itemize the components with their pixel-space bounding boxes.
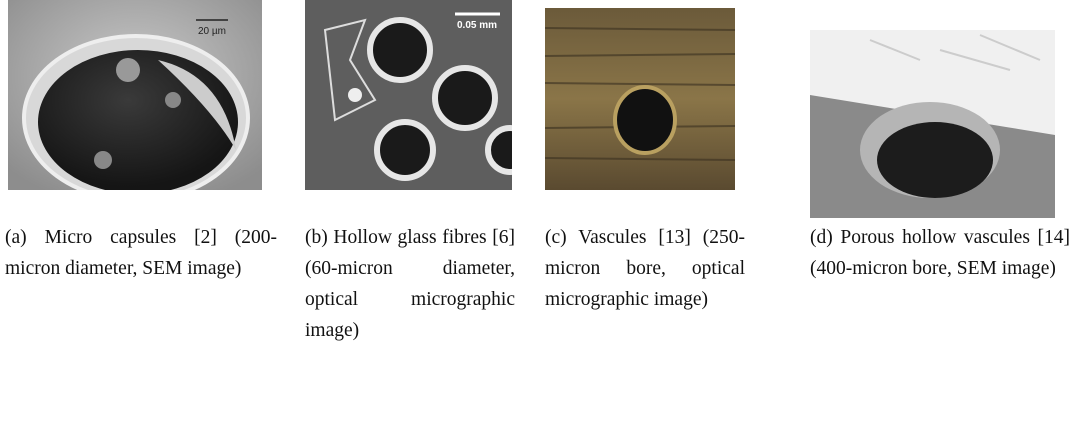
caption-text: Porous hollow vascules [14] (400-micron … [810, 227, 1070, 279]
caption-text: Micro capsules [2] (200-micron diameter,… [5, 227, 277, 279]
caption: (b) Hollow glass fibres [6] (60-micron d… [305, 222, 515, 346]
caption: (c) Vascules [13] (250-micron bore, opti… [545, 222, 745, 315]
optical-image: 0.05 mm [305, 0, 512, 190]
optical-image [545, 8, 735, 190]
caption-text: Hollow glass fibres [6] (60-micron diame… [305, 227, 515, 341]
caption-label: (a) [5, 227, 27, 248]
sem-image: 20 µm [8, 0, 262, 190]
caption-label: (b) [305, 227, 328, 248]
caption-label: (d) [810, 227, 833, 248]
sem-image [810, 30, 1055, 218]
caption: (a) Micro capsules [2] (200-micron diame… [5, 222, 277, 284]
caption: (d) Porous hollow vascules [14] (400-mic… [810, 222, 1070, 284]
scale-bar-label: 20 µm [198, 26, 226, 37]
caption-text: Vascules [13] (250-micron bore, optical … [545, 227, 745, 310]
scale-bar-label: 0.05 mm [457, 20, 497, 31]
caption-label: (c) [545, 227, 567, 248]
